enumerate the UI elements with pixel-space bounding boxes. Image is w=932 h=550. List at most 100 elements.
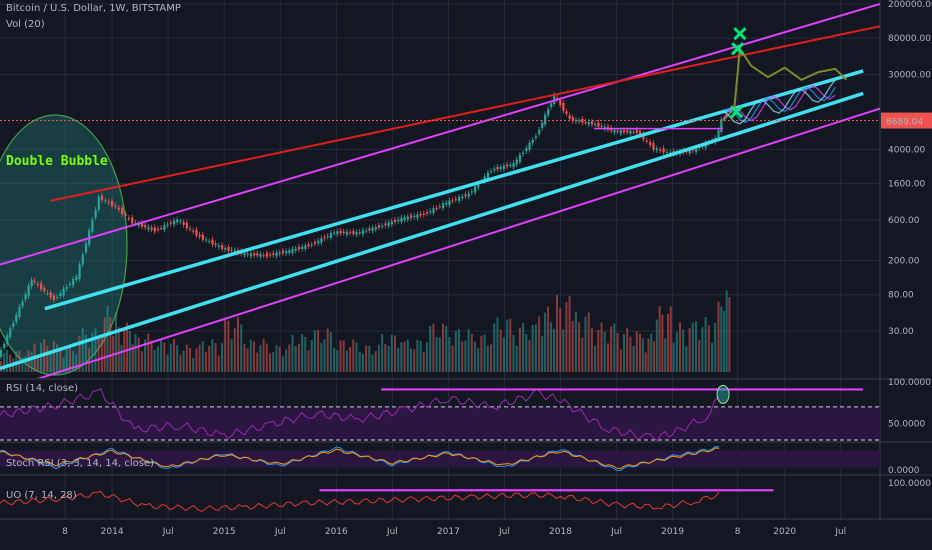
volume-bar bbox=[374, 350, 377, 372]
volume-bar bbox=[672, 342, 675, 372]
y-tick-label: 200000.00 bbox=[888, 0, 932, 10]
projection bbox=[722, 27, 848, 125]
rsi-line bbox=[0, 388, 720, 442]
candle-body bbox=[425, 212, 429, 214]
candle-body bbox=[81, 254, 84, 265]
candle-body bbox=[326, 236, 329, 238]
candle-body bbox=[384, 223, 387, 226]
candle-body bbox=[27, 285, 30, 296]
candle-body bbox=[107, 201, 110, 203]
candle-body bbox=[21, 301, 24, 307]
candle-body bbox=[409, 215, 413, 218]
candle-body bbox=[110, 200, 114, 207]
candle-body bbox=[249, 253, 253, 257]
candle-body bbox=[506, 164, 509, 167]
candle-body bbox=[253, 253, 256, 256]
volume-bar bbox=[509, 318, 512, 372]
volume-bar bbox=[281, 356, 284, 372]
candle-body bbox=[65, 287, 68, 289]
volume-bar bbox=[368, 345, 371, 372]
volume-bar bbox=[91, 332, 94, 372]
volume-bar bbox=[644, 352, 647, 372]
candle-body bbox=[124, 213, 127, 216]
rsi-band bbox=[0, 406, 880, 440]
candle-body bbox=[397, 219, 400, 222]
candle-body bbox=[46, 292, 49, 294]
volume-bar bbox=[46, 346, 49, 372]
volume-bar bbox=[451, 345, 454, 372]
candle-body bbox=[134, 222, 137, 224]
volume-bar bbox=[237, 317, 239, 372]
x-tick-label: 2016 bbox=[325, 527, 348, 537]
volume-bar bbox=[323, 339, 326, 372]
volume-bar bbox=[304, 336, 307, 372]
volume-bar bbox=[661, 314, 664, 372]
volume-bar bbox=[390, 334, 393, 372]
volume-bar bbox=[629, 336, 632, 372]
candle-body bbox=[176, 219, 179, 223]
volume-bar bbox=[278, 346, 281, 372]
candle-body bbox=[406, 216, 409, 220]
candle-body bbox=[590, 121, 594, 125]
volume-bar bbox=[502, 337, 505, 372]
volume-bar bbox=[336, 350, 339, 372]
volume-bar bbox=[600, 322, 603, 372]
candle-body bbox=[233, 250, 237, 253]
volume-bar bbox=[230, 339, 233, 372]
volume-bar bbox=[403, 341, 406, 372]
candle-body bbox=[294, 248, 297, 251]
candle-body bbox=[150, 227, 153, 230]
candle-body bbox=[597, 122, 600, 127]
candle-body bbox=[0, 349, 3, 357]
volume-bar bbox=[464, 340, 467, 372]
volume-bar bbox=[288, 344, 291, 372]
volume-bar bbox=[538, 316, 541, 372]
candle-body bbox=[313, 242, 317, 244]
volume-bar bbox=[285, 349, 288, 372]
candle-body bbox=[477, 183, 480, 188]
volume-bar bbox=[619, 349, 622, 372]
candle-body bbox=[52, 295, 56, 301]
volume-bar bbox=[179, 354, 182, 372]
volume-bar bbox=[150, 340, 153, 372]
cyan-lower-line bbox=[0, 91, 864, 371]
candle-body bbox=[502, 165, 506, 170]
candle-body bbox=[291, 249, 294, 253]
candle-body bbox=[75, 276, 78, 281]
volume-bar bbox=[21, 356, 24, 372]
rsi-pane bbox=[0, 384, 880, 442]
volume-bar bbox=[416, 339, 419, 372]
candle-body bbox=[419, 213, 422, 216]
candle-body bbox=[275, 252, 278, 257]
candle-body bbox=[448, 200, 451, 205]
y-tick-label: 80.00 bbox=[888, 291, 914, 301]
volume-bar bbox=[565, 302, 568, 372]
volume-bar bbox=[581, 337, 584, 372]
volume-bar bbox=[144, 339, 147, 372]
candle-body bbox=[243, 252, 246, 256]
candle-body bbox=[172, 220, 176, 225]
volume-bar bbox=[550, 322, 552, 372]
candle-body bbox=[377, 225, 381, 228]
volume-bar bbox=[458, 329, 460, 372]
volume-bar bbox=[313, 330, 316, 372]
y-tick-label: 4000.00 bbox=[888, 145, 925, 155]
candle-body bbox=[169, 222, 172, 224]
volume-bar bbox=[134, 333, 137, 372]
volume-bar bbox=[339, 340, 342, 372]
volume-bar bbox=[653, 341, 655, 372]
volume-bar bbox=[9, 354, 12, 372]
volume-bar bbox=[467, 328, 470, 372]
volume-bar bbox=[205, 351, 207, 372]
candle-body bbox=[18, 306, 21, 317]
candle-body bbox=[166, 224, 169, 226]
candle-body bbox=[153, 227, 156, 232]
candle-body bbox=[211, 239, 214, 245]
rsi-y-tick: 100.0000 bbox=[888, 378, 931, 388]
candle-body bbox=[304, 245, 307, 249]
x-marker bbox=[733, 27, 747, 41]
candle-body bbox=[454, 198, 458, 200]
volume-bar bbox=[211, 339, 214, 372]
volume-bar bbox=[249, 339, 252, 372]
candle-body bbox=[49, 292, 52, 298]
